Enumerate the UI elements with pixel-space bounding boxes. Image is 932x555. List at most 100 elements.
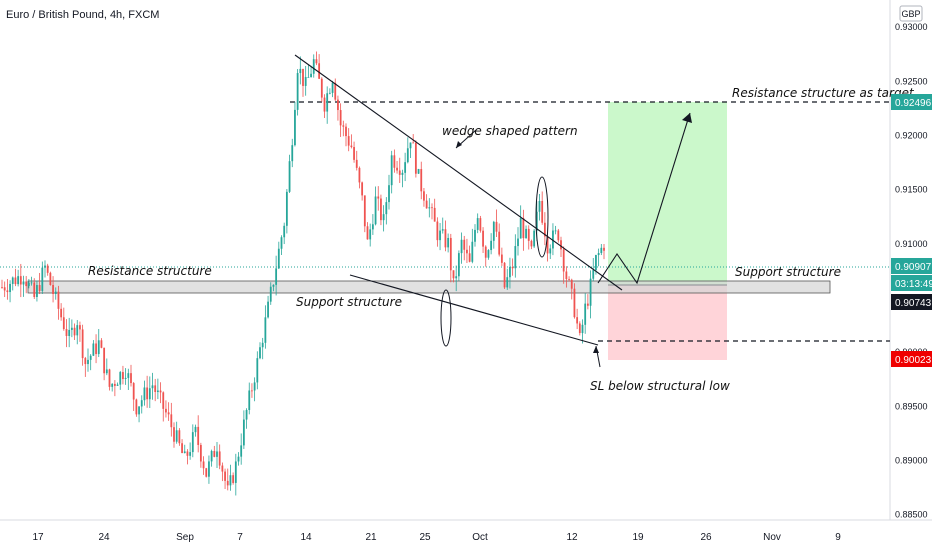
x-tick-label: 24 <box>98 532 110 543</box>
highlight-ellipse-right[interactable] <box>535 176 549 258</box>
candle-body <box>60 308 63 318</box>
stop-price-tag <box>891 351 932 367</box>
candle-body <box>433 207 436 222</box>
candle-body <box>183 451 186 454</box>
x-tick-label: 7 <box>237 532 243 543</box>
candle-body <box>366 226 369 240</box>
candle-body <box>404 162 407 173</box>
candle-body <box>492 221 495 241</box>
wedge-lower-trendline[interactable] <box>349 274 599 346</box>
candle-body <box>65 329 68 336</box>
candle-body <box>218 451 221 466</box>
candle-body <box>253 382 256 391</box>
candle-body <box>57 291 60 309</box>
candle-body <box>307 76 310 78</box>
candle-body <box>165 408 167 413</box>
candle-body <box>562 249 565 272</box>
candle-body <box>226 480 229 486</box>
countdown-tag <box>891 275 932 291</box>
candle-body <box>124 377 127 380</box>
candle-body <box>369 229 372 240</box>
candle-body <box>76 325 79 336</box>
candle-body <box>224 471 226 481</box>
candle-body <box>242 419 245 446</box>
candle-body <box>33 282 36 297</box>
candle-body <box>27 282 30 287</box>
candle-body <box>425 200 428 209</box>
candle-body <box>541 200 544 223</box>
candle-body <box>173 427 175 442</box>
stop-loss-zone[interactable] <box>608 285 727 360</box>
candle-body <box>49 272 52 286</box>
candle-body <box>54 291 57 294</box>
highlight-ellipse-left[interactable] <box>440 289 452 347</box>
annotation-resistance-structure: Resistance structure <box>88 264 212 278</box>
candle-body <box>600 247 603 254</box>
candle-body <box>380 198 382 221</box>
candle-body <box>81 329 84 359</box>
candle-body <box>546 236 549 254</box>
wedge-upper-trendline[interactable] <box>294 54 623 291</box>
candles <box>1 51 605 496</box>
candle-body <box>135 399 138 415</box>
candle-body <box>584 303 587 325</box>
projection-path[interactable] <box>597 112 691 285</box>
candle-body <box>46 265 49 273</box>
candle-body <box>355 159 358 168</box>
candle-body <box>519 218 522 239</box>
candle-body <box>592 270 595 279</box>
candle-body <box>326 93 329 112</box>
candle-body <box>565 271 568 280</box>
candle-body <box>543 222 546 237</box>
x-tick-label: 12 <box>566 532 578 543</box>
candle-body <box>52 285 54 294</box>
candle-body <box>460 239 463 254</box>
candle-body <box>79 325 81 330</box>
countdown-label: 03:13:49 <box>895 279 932 290</box>
candle-body <box>318 63 321 79</box>
candle-body <box>84 358 87 365</box>
candle-body <box>291 145 294 162</box>
candle-body <box>385 202 388 215</box>
y-tick-label: 0.88500 <box>895 510 928 520</box>
candle-body <box>100 340 103 348</box>
candle-body <box>337 99 339 111</box>
candle-body <box>156 390 159 393</box>
candle-body <box>143 387 146 401</box>
candle-body <box>116 384 119 386</box>
candle-body <box>482 230 484 247</box>
candle-body <box>232 475 235 483</box>
candle-body <box>304 77 307 86</box>
candle-body <box>197 426 200 445</box>
time-axis[interactable]: 17 24 Sep 7 14 21 25 Oct 12 19 26 Nov 9 <box>32 532 841 543</box>
candle-body <box>280 237 283 249</box>
candle-body <box>221 465 224 472</box>
candle-body <box>148 388 151 400</box>
candle-body <box>423 191 425 201</box>
x-tick-label: 17 <box>32 532 44 543</box>
target-price-tag <box>891 94 932 110</box>
candle-body <box>14 277 17 285</box>
support-resistance-zone[interactable] <box>27 280 831 294</box>
profit-target-zone[interactable] <box>608 102 727 285</box>
candle-body <box>452 270 455 279</box>
candle-body <box>175 430 178 442</box>
candle-body <box>269 286 272 302</box>
projection-arrowhead <box>682 113 692 123</box>
candle-body <box>350 145 353 148</box>
candle-body <box>466 249 468 254</box>
candle-body <box>487 250 490 258</box>
candle-body <box>339 110 342 126</box>
candle-body <box>420 169 423 192</box>
candle-body <box>44 265 46 268</box>
candle-body <box>589 278 592 306</box>
candle-body <box>22 281 25 285</box>
candle-body <box>259 347 261 359</box>
candle-body <box>323 97 326 112</box>
candle-body <box>328 92 331 94</box>
currency-badge[interactable] <box>899 5 923 22</box>
candle-body <box>210 450 213 462</box>
candle-body <box>517 238 519 247</box>
